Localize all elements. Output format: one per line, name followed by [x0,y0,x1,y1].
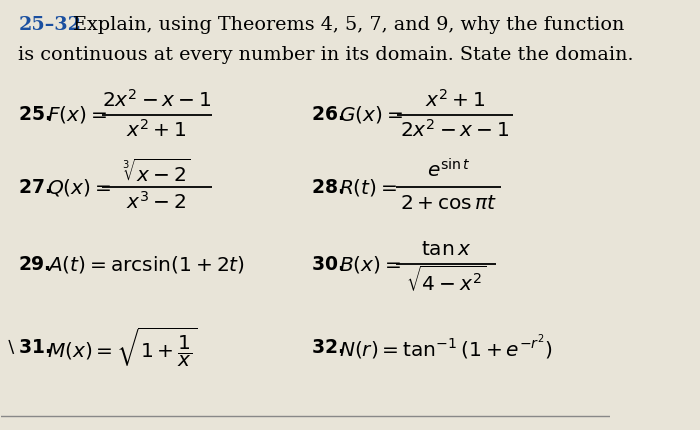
Text: $\mathbf{27.}$: $\mathbf{27.}$ [18,178,52,197]
Text: $R(t) =$: $R(t) =$ [340,177,398,198]
Text: $\mathbf{29.}$: $\mathbf{29.}$ [18,255,51,273]
Text: $\sqrt{4 - x^2}$: $\sqrt{4 - x^2}$ [406,265,486,295]
Text: $N(r) = \tan^{-1}(1 + e^{-r^2})$: $N(r) = \tan^{-1}(1 + e^{-r^2})$ [340,333,553,362]
Text: $\sqrt[3]{x - 2}$: $\sqrt[3]{x - 2}$ [122,159,191,186]
Text: Explain, using Theorems 4, 5, 7, and 9, why the function: Explain, using Theorems 4, 5, 7, and 9, … [74,16,624,34]
Text: $B(x) =$: $B(x) =$ [340,254,402,275]
Text: $Q(x) =$: $Q(x) =$ [47,177,111,198]
Text: $\mathbf{25.}$: $\mathbf{25.}$ [18,105,52,124]
Text: $x^2 + 1$: $x^2 + 1$ [127,119,187,141]
Text: $2x^2 - x - 1$: $2x^2 - x - 1$ [102,89,211,111]
Text: $\mathbf{28.}$: $\mathbf{28.}$ [311,178,344,197]
Text: $\mathbf{26.}$: $\mathbf{26.}$ [311,105,344,124]
Text: $\mathbf{30.}$: $\mathbf{30.}$ [311,255,344,273]
Text: $\mathbf{31.}$: $\mathbf{31.}$ [18,338,52,357]
Text: is continuous at every number in its domain. State the domain.: is continuous at every number in its dom… [18,46,634,64]
Text: $G(x) =$: $G(x) =$ [340,104,403,125]
Text: $\tan x$: $\tan x$ [421,240,471,259]
Text: $F(x) =$: $F(x) =$ [47,104,107,125]
Text: $2 + \cos \pi t$: $2 + \cos \pi t$ [400,194,498,213]
Text: $M(x) = \sqrt{1 + \dfrac{1}{x}}$: $M(x) = \sqrt{1 + \dfrac{1}{x}}$ [47,326,197,369]
Text: $x^3 - 2$: $x^3 - 2$ [127,191,187,213]
Text: $x^2 + 1$: $x^2 + 1$ [425,89,485,111]
Text: $A(t) = \arcsin(1 + 2t)$: $A(t) = \arcsin(1 + 2t)$ [47,254,245,275]
Text: $\mathbf{32.}$: $\mathbf{32.}$ [311,338,344,357]
Text: $\setminus$: $\setminus$ [4,338,15,357]
Text: 25–32: 25–32 [18,16,81,34]
Text: $2x^2 - x - 1$: $2x^2 - x - 1$ [400,119,510,141]
Text: $e^{\sin t}$: $e^{\sin t}$ [427,159,471,182]
